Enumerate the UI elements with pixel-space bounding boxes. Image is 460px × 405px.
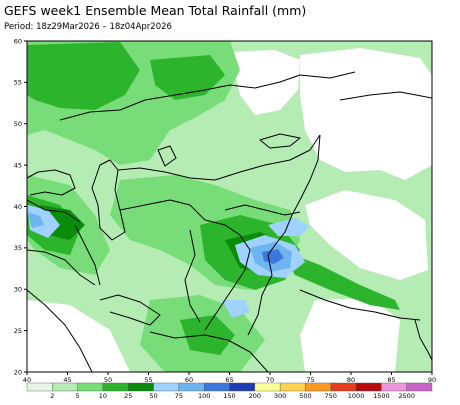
legend-swatch bbox=[102, 382, 129, 392]
legend-level-label: 100 bbox=[198, 392, 210, 400]
lat-tick-label: 25 bbox=[14, 327, 22, 335]
legend-level-label: 300 bbox=[274, 392, 286, 400]
map-panel: 40 45 50 55 60 65 70 75 80 85 90 20 25 30 35 40 45 50 55 6… bbox=[14, 37, 436, 384]
boundaries bbox=[27, 71, 432, 372]
border-uzbek-turkmen bbox=[119, 199, 226, 226]
rain-area-blue-south-west bbox=[222, 300, 250, 318]
legend-swatch bbox=[381, 382, 407, 392]
border-afghan-pak bbox=[204, 224, 251, 331]
dry-area-north-central bbox=[230, 50, 300, 115]
legend-level-label: 200 bbox=[249, 392, 261, 400]
lon-tick-label: 50 bbox=[104, 376, 112, 384]
lat-tick-label: 20 bbox=[14, 368, 22, 376]
border-iran-west bbox=[74, 224, 101, 286]
legend-level-label: 5 bbox=[76, 392, 80, 400]
legend-swatch bbox=[26, 382, 53, 392]
border-nepal-india bbox=[299, 289, 421, 321]
legend-level-label: 10 bbox=[99, 392, 107, 400]
lon-tick-label: 65 bbox=[225, 376, 233, 384]
legend-swatch bbox=[229, 382, 256, 392]
rain-area-blue-peak bbox=[262, 249, 284, 264]
legend-swatch bbox=[52, 382, 78, 392]
legend-level-label: 2 bbox=[50, 392, 54, 400]
legend-level-label: 75 bbox=[175, 392, 183, 400]
rain-area-dark-north-west bbox=[27, 42, 140, 110]
lat-tick-label: 40 bbox=[14, 203, 22, 211]
legend-swatch bbox=[128, 382, 154, 392]
border-iran-east bbox=[184, 229, 201, 323]
period-label: Period: 18z29Mar2026 – 18z04Apr2026 bbox=[4, 22, 172, 32]
rain-area-dark-himalaya bbox=[280, 250, 400, 310]
coastline-persian-gulf bbox=[99, 294, 161, 326]
lon-tick-label: 70 bbox=[266, 376, 274, 384]
border-mongolia bbox=[339, 91, 432, 101]
coastline-black-sea bbox=[27, 169, 76, 196]
dry-area-tibet bbox=[305, 190, 428, 280]
coastline-caspian bbox=[91, 159, 126, 241]
legend-swatch bbox=[153, 382, 180, 392]
legend-level-label: 1000 bbox=[348, 392, 365, 400]
rain-area-blue-tianshan bbox=[268, 218, 310, 236]
legend-level-label: 1500 bbox=[373, 392, 390, 400]
border-kazakhstan-south bbox=[117, 134, 321, 181]
rain-area-blue-west bbox=[27, 205, 60, 238]
lon-tick-label: 75 bbox=[306, 376, 314, 384]
lat-tick-label: 60 bbox=[14, 37, 22, 45]
border-pak-india bbox=[247, 254, 273, 336]
dry-area-north-east bbox=[300, 48, 432, 180]
rain-area-blue-west-core bbox=[27, 212, 44, 228]
legend-level-label: 500 bbox=[299, 392, 311, 400]
lat-tick-label: 30 bbox=[14, 286, 22, 294]
lon-tick-label: 60 bbox=[185, 376, 193, 384]
legend-swatch bbox=[355, 382, 382, 392]
legend-swatch bbox=[279, 382, 306, 392]
legend-level-label: 2500 bbox=[398, 392, 415, 400]
legend-swatch bbox=[254, 382, 281, 392]
dry-area-india bbox=[300, 298, 400, 372]
lat-tick-label: 35 bbox=[14, 244, 22, 252]
chart-title: GEFS week1 Ensemble Mean Total Rainfall … bbox=[4, 3, 307, 18]
rain-area-dark-south bbox=[180, 315, 235, 355]
legend-level-label: 50 bbox=[149, 392, 157, 400]
border-china-west bbox=[267, 199, 301, 256]
border-china-kaz bbox=[299, 134, 321, 201]
lon-tick-label: 45 bbox=[63, 376, 71, 384]
rainfall-fields bbox=[27, 41, 432, 372]
lat-tick-label: 50 bbox=[14, 120, 22, 128]
lat-tick-label: 55 bbox=[14, 79, 22, 87]
lon-tick-label: 85 bbox=[387, 376, 395, 384]
border-kyrgyz-tajik bbox=[224, 204, 301, 216]
lon-tick-labels: 40 45 50 55 60 65 70 75 80 85 90 bbox=[23, 372, 436, 384]
legend-swatch bbox=[406, 382, 433, 392]
dry-area-mongolia bbox=[380, 85, 432, 145]
coastline-red-sea bbox=[27, 289, 93, 372]
legend-level-label: 25 bbox=[124, 392, 132, 400]
legend-swatch bbox=[178, 382, 205, 392]
coastline-arabian-sea bbox=[149, 331, 269, 372]
legend-swatch bbox=[203, 382, 230, 392]
border-iraq-syria bbox=[27, 249, 96, 286]
lat-tick-label: 45 bbox=[14, 161, 22, 169]
coastline-aral bbox=[157, 145, 177, 167]
legend-swatch bbox=[77, 382, 104, 392]
legend-level-label: 750 bbox=[325, 392, 337, 400]
border-russia-kazakhstan bbox=[59, 71, 356, 121]
lake-balkhash bbox=[259, 133, 301, 149]
color-legend: 2 5 10 25 50 75 100 150 200 300 500 750 1000 1500 2500 bbox=[26, 382, 433, 400]
lon-tick-label: 40 bbox=[23, 376, 31, 384]
lon-tick-label: 55 bbox=[144, 376, 152, 384]
dry-area-arabia bbox=[27, 300, 130, 372]
lon-tick-label: 90 bbox=[428, 376, 436, 384]
legend-swatch bbox=[305, 382, 331, 392]
border-turkey bbox=[27, 199, 81, 223]
border-bangladesh bbox=[414, 319, 432, 361]
legend-swatch bbox=[330, 382, 357, 392]
rain-area-dark-north bbox=[150, 55, 225, 100]
lat-tick-labels: 20 25 30 35 40 45 50 55 60 bbox=[14, 37, 27, 376]
lon-tick-label: 80 bbox=[347, 376, 355, 384]
legend-level-label: 150 bbox=[223, 392, 235, 400]
